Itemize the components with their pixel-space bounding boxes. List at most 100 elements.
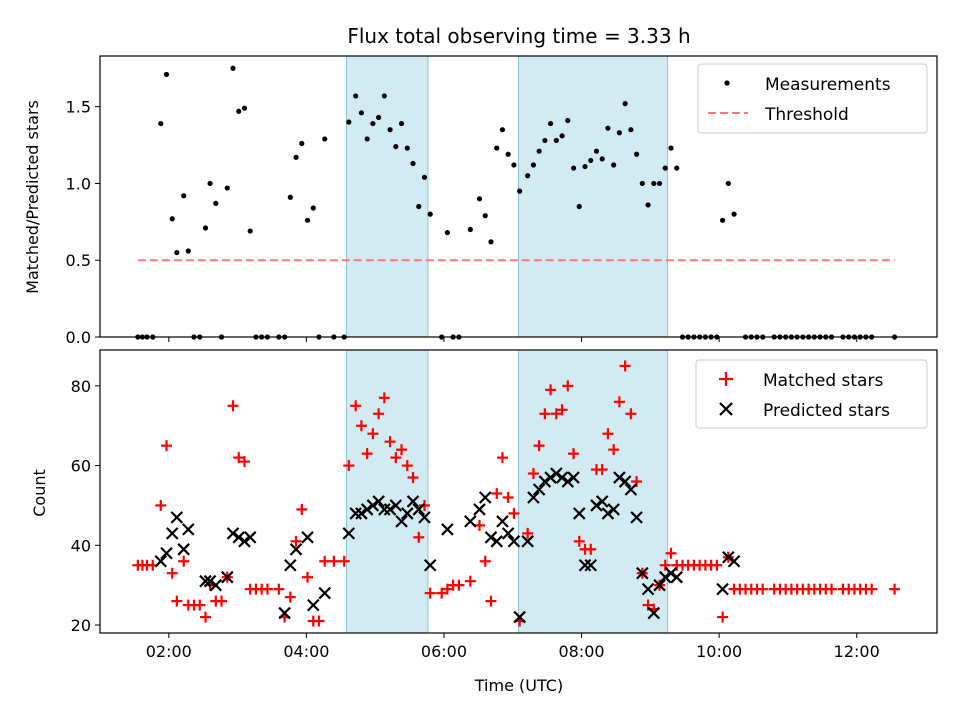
predicted-star-point (441, 523, 454, 536)
measurement-point (633, 151, 640, 157)
x-axis-label: Time (UTC) (474, 676, 563, 695)
matched-star-point (508, 507, 520, 519)
measurement-point (247, 228, 253, 234)
predicted-star-point (243, 531, 257, 544)
bottom-ytick-label: 20 (71, 616, 91, 635)
measurement-point (444, 229, 451, 236)
matched-star-point (313, 615, 325, 627)
matched-star-point (608, 444, 620, 456)
predicted-star-point (607, 503, 620, 516)
predicted-star-point (182, 523, 195, 536)
predicted-star-point (401, 507, 414, 520)
measurement-point (421, 174, 428, 180)
matched-star-point (550, 408, 562, 420)
predicted-star-point (383, 503, 397, 516)
bottom-xtick-label: 02:00 (146, 642, 192, 661)
measurement-point (488, 239, 494, 245)
predicted-star-point (220, 570, 234, 584)
measurement-point (230, 65, 236, 71)
measurement-point (381, 93, 387, 99)
measurement-point (241, 105, 248, 111)
predicted-star-point (490, 535, 503, 548)
matched-star-point (485, 595, 497, 607)
predicted-star-point (160, 547, 173, 560)
matched-star-point (585, 543, 597, 555)
predicted-star-point (232, 531, 246, 544)
measurement-point (202, 225, 209, 231)
measurement-point (542, 137, 548, 144)
matched-star-point (568, 448, 580, 460)
predicted-star-point (624, 483, 638, 496)
matched-star-point (273, 583, 285, 595)
measurement-point (505, 151, 511, 157)
top-plot-frame (99, 55, 938, 338)
measurement-point (499, 127, 506, 133)
matched-star-point (161, 440, 173, 452)
predicted-star-point (513, 610, 526, 624)
measurement-point (287, 194, 293, 200)
bottom-xtick-label: 04:00 (283, 642, 329, 661)
matched-star-point (613, 396, 625, 408)
measurement-point (645, 202, 651, 208)
measurement-point (416, 203, 422, 210)
predicted-star-point (406, 495, 420, 508)
matched-star-point (199, 611, 211, 623)
measurement-point (511, 162, 517, 168)
matched-star-point (464, 575, 476, 587)
predicted-star-point (412, 503, 426, 516)
measurement-point (565, 117, 571, 124)
matched-star-point (757, 583, 769, 595)
top-y-axis-label: Matched/Predicted stars (23, 100, 42, 294)
predicted-star-point (355, 507, 368, 520)
measurement-point (662, 165, 668, 171)
top-ytick-label: 0.5 (66, 251, 91, 270)
matched-star-point (545, 384, 557, 396)
predicted-star-point (664, 566, 678, 580)
legend-predicted-marker (719, 402, 733, 416)
measurement-point (536, 148, 542, 154)
measurement-point (548, 120, 554, 127)
predicted-star-point (423, 558, 437, 572)
matched-star-point (296, 503, 308, 515)
predicted-star-point (550, 467, 563, 480)
matched-star-point (418, 499, 430, 511)
top-chart-title: Flux total observing time = 3.33 h (347, 24, 690, 48)
measurement-point (525, 173, 531, 179)
measurement-point (656, 180, 663, 187)
predicted-star-point (349, 507, 362, 520)
predicted-star-point (561, 475, 575, 488)
measurement-point (725, 180, 731, 187)
bottom-shaded-interval-0 (346, 349, 429, 634)
measurement-point (398, 120, 405, 127)
matched-star-point (619, 360, 631, 372)
predicted-star-point (318, 586, 332, 600)
measurement-point (358, 110, 365, 116)
bottom-plot-frame (99, 349, 938, 634)
matched-star-point (407, 472, 419, 484)
predicted-star-point (395, 515, 408, 528)
predicted-star-point (584, 558, 598, 572)
matched-star-point (284, 591, 296, 603)
matched-star-point (361, 448, 373, 460)
measurement-point (622, 101, 628, 107)
measurement-point (530, 162, 537, 168)
top-shaded-interval-0 (346, 55, 429, 338)
matched-star-point (343, 460, 355, 472)
matched-star-point (573, 535, 585, 547)
predicted-star-point (238, 535, 251, 548)
predicted-star-point (464, 515, 477, 528)
predicted-star-point (418, 511, 431, 524)
predicted-star-point (572, 507, 586, 520)
top-legend-frame (697, 63, 928, 134)
measurement-point (605, 125, 611, 131)
matched-star-point (556, 404, 568, 416)
matched-star-point (602, 428, 614, 440)
matched-star-point (350, 400, 362, 412)
measurement-point (553, 137, 559, 144)
bottom-xtick-label: 08:00 (559, 642, 605, 661)
matched-star-point (155, 499, 167, 511)
measurement-point (169, 216, 175, 222)
matched-star-point (539, 408, 551, 420)
